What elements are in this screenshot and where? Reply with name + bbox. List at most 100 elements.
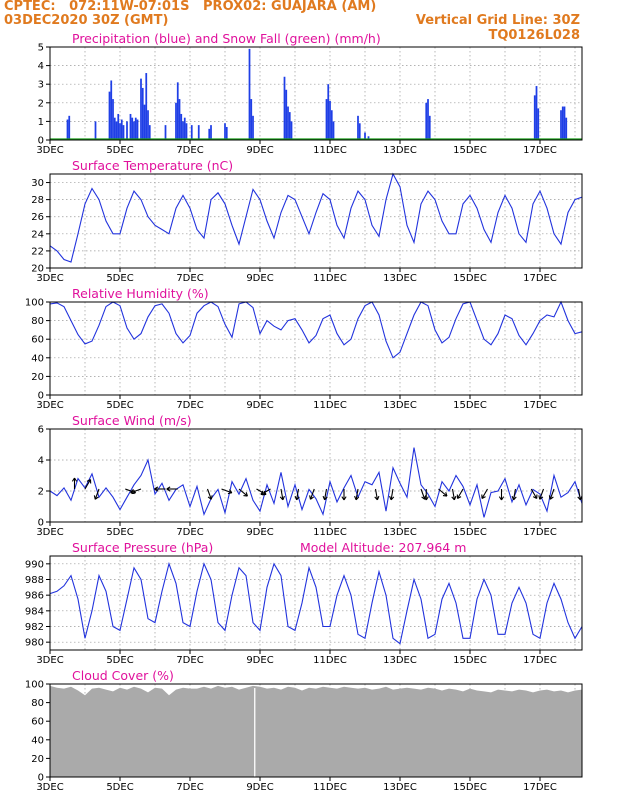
wind-arrow <box>548 488 555 500</box>
precip-bar <box>94 121 97 140</box>
precip-bar <box>66 119 69 140</box>
x-tick-label: 3DEC <box>36 655 63 666</box>
precip-bar <box>108 91 111 140</box>
y-tick-label: 0 <box>38 518 44 529</box>
x-tick-label: 15DEC <box>453 527 487 538</box>
wind-arrow <box>481 488 488 500</box>
cloud-area <box>50 685 582 777</box>
precip-bar <box>68 115 71 140</box>
x-tick-label: 17DEC <box>523 527 557 538</box>
x-tick-label: 11DEC <box>313 655 347 666</box>
x-tick-label: 3DEC <box>36 527 63 538</box>
wind-arrow <box>498 489 505 501</box>
precip-bar <box>180 113 183 140</box>
y-tick-label: 4 <box>38 61 44 72</box>
y-tick-label: 982 <box>25 622 44 633</box>
y-tick-label: 986 <box>25 591 44 602</box>
wind-arrow <box>154 486 166 492</box>
x-tick-label: 15DEC <box>453 273 487 284</box>
precip-bar <box>250 99 253 140</box>
y-tick-label: 80 <box>31 316 44 327</box>
panel-1: 0 1 2 3 4 5 3DEC 5DEC 7DEC 9DEC 11DEC 13DEC 15DEC 17D… <box>36 31 583 156</box>
y-tick-label: 60 <box>31 717 44 728</box>
wind-arrow <box>93 488 100 500</box>
y-tick-label: 4 <box>38 456 44 467</box>
x-tick-label: 3DEC <box>36 145 63 156</box>
x-tick-label: 13DEC <box>383 273 417 284</box>
wind-arrow <box>438 488 448 497</box>
precip-bar <box>175 102 177 140</box>
wind-arrow <box>341 489 347 501</box>
precip-bar <box>178 99 181 140</box>
precip-bar <box>145 73 148 140</box>
series-line <box>49 561 583 645</box>
wind-arrow <box>309 488 315 500</box>
y-tick-label: 26 <box>31 212 44 223</box>
y-tick-label: 2 <box>38 98 44 109</box>
y-tick-label: 80 <box>31 698 44 709</box>
wind-arrow <box>71 477 78 489</box>
x-tick-label: 13DEC <box>383 655 417 666</box>
precip-bar <box>325 99 328 140</box>
x-tick-label: 7DEC <box>176 527 203 538</box>
wind-arrow <box>260 488 271 496</box>
x-tick-label: 5DEC <box>106 400 133 411</box>
x-tick-label: 5DEC <box>106 273 133 284</box>
precip-bar <box>332 121 335 140</box>
header-station-line: CPTEC: 072:11W-07:01S PROX02: GUAJARA (A… <box>4 0 377 14</box>
x-tick-label: 15DEC <box>453 782 487 793</box>
y-tick-label: 30 <box>31 178 44 189</box>
precip-bar <box>225 126 228 140</box>
y-tick-label: 990 <box>25 559 44 570</box>
panel-title: Relative Humidity (%) <box>72 286 209 301</box>
precip-bar <box>133 121 135 140</box>
precip-bar <box>287 106 289 140</box>
precip-bar <box>183 117 186 140</box>
x-tick-label: 13DEC <box>383 145 417 156</box>
wind-arrow <box>294 488 300 501</box>
x-tick-label: 5DEC <box>106 527 133 538</box>
series-line <box>49 447 583 518</box>
x-tick-label: 17DEC <box>523 145 557 156</box>
precip-bar <box>248 48 251 140</box>
panel-title: Precipitation (blue) and Snow Fall (gree… <box>72 31 381 46</box>
precip-bar <box>330 110 333 140</box>
precip-bar <box>285 89 288 140</box>
wind-arrow <box>389 488 395 501</box>
x-tick-label: 13DEC <box>383 527 417 538</box>
wind-arrow <box>423 489 429 501</box>
y-tick-label: 40 <box>31 353 44 364</box>
wind-arrow <box>538 488 545 500</box>
x-tick-label: 13DEC <box>383 400 417 411</box>
y-tick-label: 5 <box>38 43 44 54</box>
panel-3: 0 20 40 60 80 100 3DEC 5DEC 7DEC 9DEC 11DEC 13DEC 15… <box>25 286 583 411</box>
x-tick-label: 5DEC <box>106 145 133 156</box>
precip-bar <box>290 121 293 140</box>
panel-4: 0 2 4 6 3DEC 5DEC 7DEC 9DEC 11DEC 13DEC 15DEC 17DEC… <box>36 413 583 538</box>
precip-bar <box>425 102 428 140</box>
precip-bar <box>147 110 149 140</box>
wind-arrow <box>374 488 380 501</box>
x-tick-label: 3DEC <box>36 400 63 411</box>
y-tick-label: 28 <box>31 195 44 206</box>
precip-bar <box>164 125 167 140</box>
x-tick-label: 11DEC <box>313 782 347 793</box>
precip-bar <box>537 108 540 140</box>
x-tick-label: 11DEC <box>313 527 347 538</box>
y-tick-label: 100 <box>25 298 44 309</box>
x-tick-label: 15DEC <box>453 400 487 411</box>
y-tick-label: 20 <box>31 264 44 275</box>
precip-bar <box>185 123 188 140</box>
x-tick-label: 13DEC <box>383 782 417 793</box>
precip-bar <box>141 87 144 140</box>
y-tick-label: 0 <box>38 391 44 402</box>
precip-bar <box>182 121 184 140</box>
x-tick-label: 9DEC <box>246 527 273 538</box>
wind-arrow <box>206 488 213 500</box>
wind-arrow <box>456 488 464 500</box>
x-tick-label: 5DEC <box>106 782 133 793</box>
precip-bar <box>252 115 254 140</box>
precip-bar <box>136 119 139 140</box>
wind-arrow <box>354 488 360 501</box>
y-tick-label: 60 <box>31 335 44 346</box>
